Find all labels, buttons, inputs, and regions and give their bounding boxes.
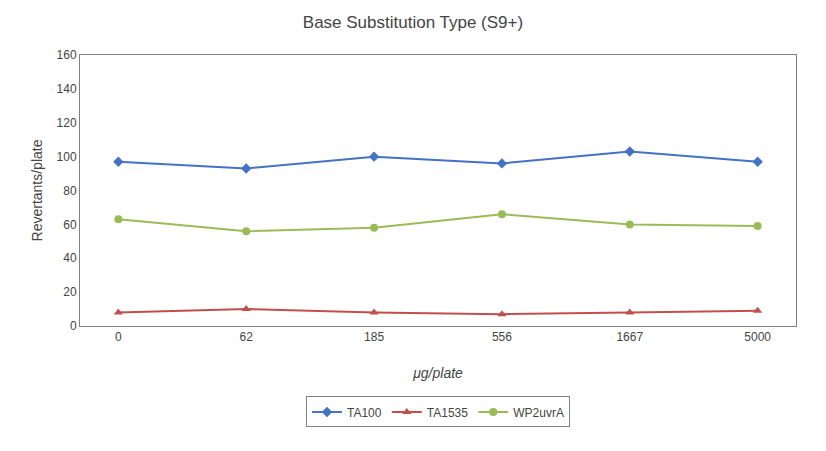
svg-text:160: 160 [57,48,77,62]
svg-text:40: 40 [63,251,77,265]
svg-text:0: 0 [70,319,77,333]
svg-text:0: 0 [115,330,122,344]
svg-text:60: 60 [63,218,77,232]
svg-text:WP2uvrA: WP2uvrA [513,406,564,420]
svg-text:1667: 1667 [616,330,643,344]
svg-text:100: 100 [57,150,77,164]
svg-text:20: 20 [63,285,77,299]
svg-text:Revertants/plate: Revertants/plate [29,139,45,241]
svg-text:5000: 5000 [744,330,771,344]
svg-text:185: 185 [364,330,384,344]
svg-text:62: 62 [240,330,254,344]
svg-text:556: 556 [492,330,512,344]
svg-text:μg/plate: μg/plate [412,365,463,381]
svg-text:Base Substitution Type (S9+): Base Substitution Type (S9+) [303,13,523,32]
svg-text:TA100: TA100 [347,406,382,420]
svg-text:140: 140 [57,82,77,96]
svg-text:120: 120 [57,116,77,130]
svg-text:TA1535: TA1535 [427,406,468,420]
svg-text:80: 80 [63,184,77,198]
